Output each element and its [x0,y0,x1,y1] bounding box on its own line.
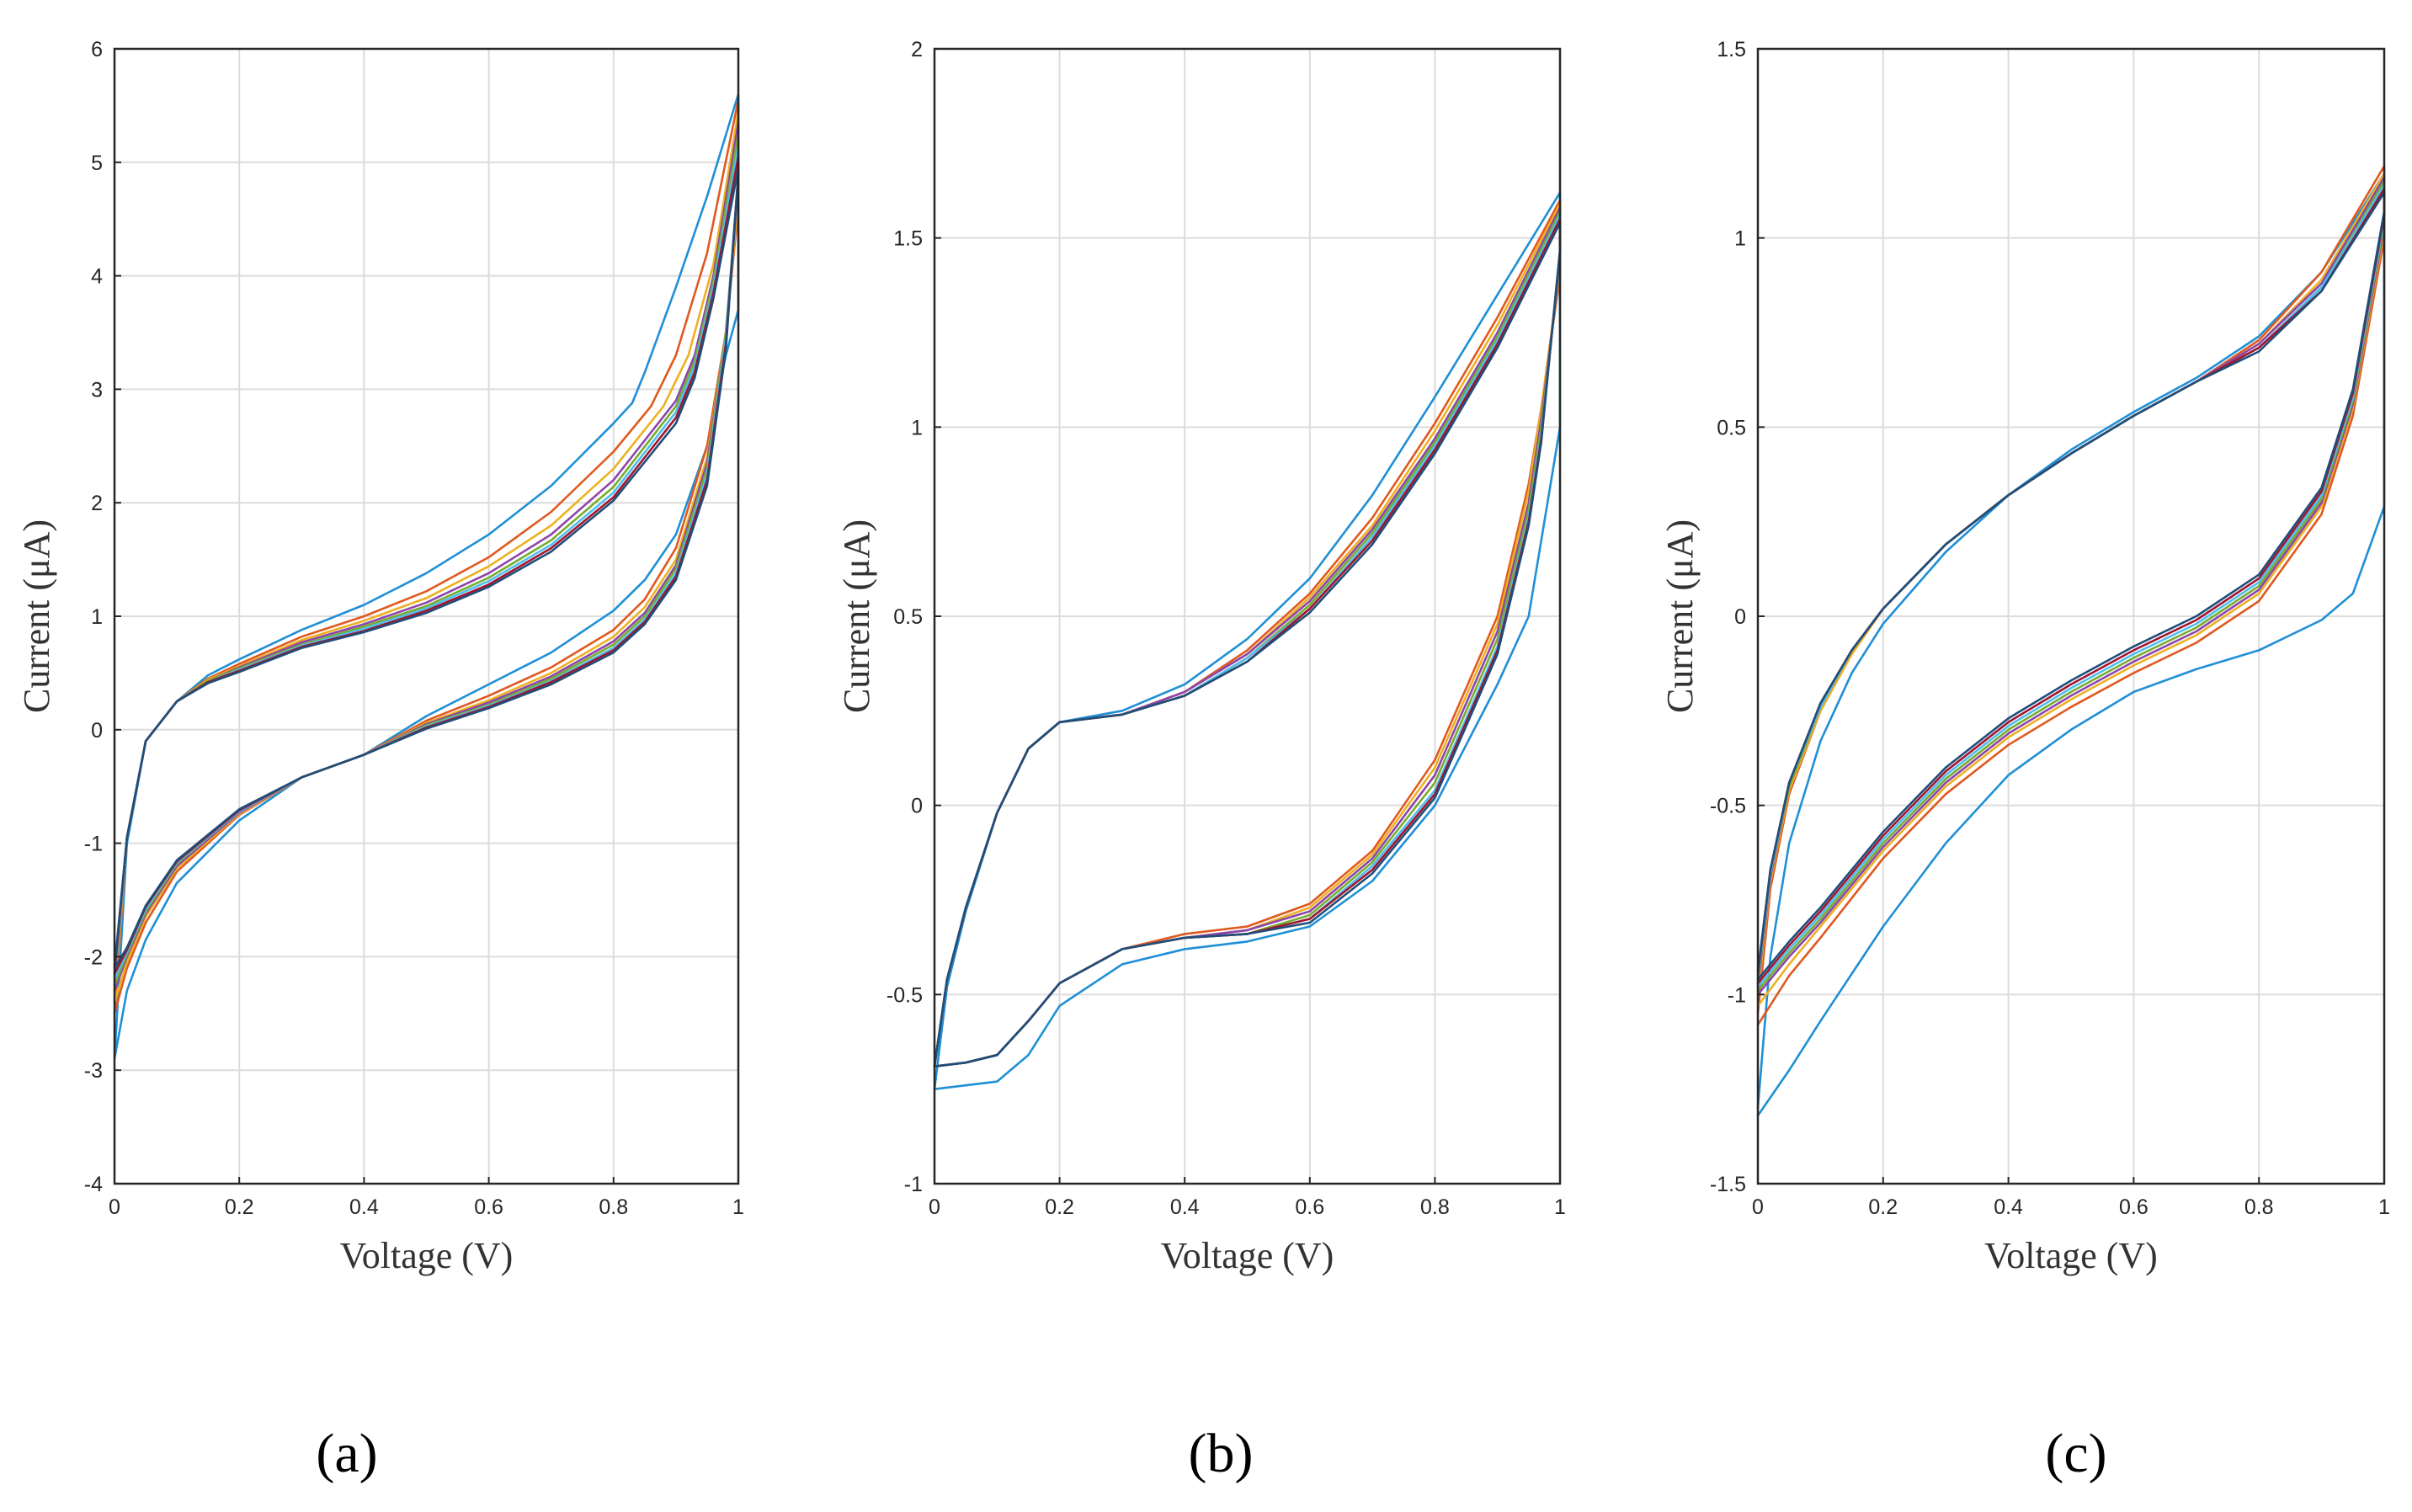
series-line-cycle-3 [113,109,740,1004]
series-line-cycle-4 [113,121,740,993]
x-axis-label: Voltage (V) [1161,1235,1334,1276]
y-tick-label: 0.5 [893,605,923,629]
y-tick-label: 6 [91,38,103,61]
y-tick-label: 1.5 [1717,38,1746,61]
x-tick-label: 0 [929,1195,940,1219]
y-tick-label: 1 [911,416,923,439]
x-tick-label: 0.4 [1994,1195,2023,1219]
series-line-cycle-2 [1756,165,2386,1026]
series-line-cycle-4 [933,206,1562,1067]
series-line-cycle-8 [933,221,1562,1067]
x-tick-label: 0.6 [474,1195,503,1219]
x-axis-label: Voltage (V) [1984,1235,2158,1276]
x-tick-label: 1 [2378,1195,2390,1219]
x-tick-label: 0.8 [1420,1195,1450,1219]
panel-label: (c) [2045,1423,2106,1484]
series-line-cycle-3 [933,202,1562,1067]
x-tick-label: 0.2 [1868,1195,1898,1219]
x-axis-label: Voltage (V) [340,1235,514,1276]
series-line-cycle-7 [1756,188,2386,985]
series-line-cycle-6 [933,214,1562,1067]
y-tick-label: 2 [91,492,103,515]
series-line-cycle-2 [113,98,740,1015]
x-tick-label: 0.8 [599,1195,628,1219]
y-tick-label: -3 [84,1059,103,1083]
y-tick-label: 0 [1734,605,1746,629]
y-tick-label: 1 [1734,227,1746,251]
panel-label: (b) [1189,1423,1254,1484]
series-line-cycle-5 [113,132,740,987]
y-tick-label: 0 [91,719,103,743]
y-tick-label: 1.5 [893,227,923,251]
y-tick-label: -1 [84,833,103,856]
y-tick-label: -1 [904,1173,923,1196]
panel-1: 0 0.2 0.4 0.6 0.8 1 -4 -3 -2 -1 0 1 2 3 4 5 6 Voltage (V)… [16,38,744,1484]
y-tick-label: 4 [91,265,103,289]
panel-3: 0 0.2 0.4 0.6 0.8 1 -1.5 -1 -0.5 0 0.5 1 1.5 Voltage … [1659,38,2390,1484]
panel-label: (a) [316,1423,377,1484]
y-tick-label: -2 [84,945,103,969]
panel-2: 0 0.2 0.4 0.6 0.8 1 -1 -0.5 0 0.5 1 1.5 2 Voltage (V)… [836,38,1566,1484]
y-tick-label: 0 [911,795,923,818]
x-tick-label: 0.2 [1045,1195,1074,1219]
x-tick-label: 0.6 [1295,1195,1324,1219]
x-tick-label: 0.2 [225,1195,254,1219]
x-tick-label: 1 [732,1195,744,1219]
x-tick-label: 0 [109,1195,120,1219]
y-tick-label: 0.5 [1717,416,1746,439]
y-axis-label: Current (μA) [16,519,57,713]
x-tick-label: 0.8 [2244,1195,2274,1219]
x-tick-label: 1 [1554,1195,1566,1219]
y-tick-label: -0.5 [1710,795,1746,818]
series-line-cycle-2 [933,199,1562,1067]
x-tick-label: 0 [1752,1195,1764,1219]
series-line-cycle-1 [933,191,1562,1090]
x-tick-label: 0.6 [2119,1195,2148,1219]
series-line-cycle-6 [113,144,740,981]
y-tick-label: -4 [84,1173,103,1196]
y-tick-label: -1 [1728,983,1746,1007]
series-line-cycle-1 [113,93,740,1060]
x-tick-label: 0.4 [349,1195,379,1219]
y-axis-label: Current (μA) [836,519,877,713]
y-tick-label: 2 [911,38,923,61]
y-tick-label: 1 [91,605,103,629]
y-tick-label: 3 [91,378,103,402]
x-tick-label: 0.4 [1170,1195,1200,1219]
series-line-cycle-8 [113,167,740,970]
y-tick-label: 5 [91,152,103,175]
y-tick-label: -1.5 [1710,1173,1746,1196]
y-axis-label: Current (μA) [1659,519,1701,713]
y-tick-label: -0.5 [887,983,923,1007]
